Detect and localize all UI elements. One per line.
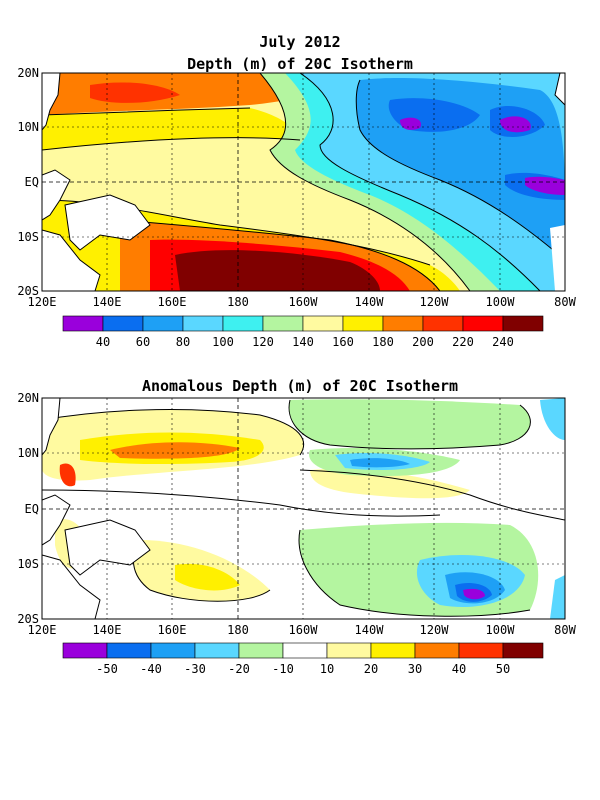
colorbar-label: 220 bbox=[452, 335, 474, 349]
lon-tick: 160E bbox=[158, 623, 187, 637]
lon-tick: 160W bbox=[289, 295, 319, 309]
colorbar-label: 20 bbox=[364, 662, 378, 676]
colorbar-swatch bbox=[382, 315, 424, 332]
colorbar-label: 50 bbox=[496, 662, 510, 676]
colorbar-swatch bbox=[62, 642, 108, 659]
lon-tick: 120E bbox=[28, 623, 57, 637]
colorbar-label: -50 bbox=[96, 662, 118, 676]
lon-tick: 140E bbox=[93, 623, 122, 637]
colorbar-label: 180 bbox=[372, 335, 394, 349]
lat-tick: 20N bbox=[17, 66, 39, 80]
lon-tick: 160E bbox=[158, 295, 187, 309]
colorbar-swatch bbox=[458, 642, 504, 659]
anomaly-map bbox=[41, 397, 566, 620]
panel1-lon-axis: 120E 140E 160E 180 160W 140W 120W 100W 8… bbox=[28, 295, 577, 309]
colorbar-swatch bbox=[502, 315, 544, 332]
colorbar-swatch bbox=[342, 315, 384, 332]
lon-tick: 140E bbox=[93, 295, 122, 309]
colorbar-swatch bbox=[182, 315, 224, 332]
lon-tick: 140W bbox=[355, 623, 385, 637]
colorbar-swatch bbox=[414, 642, 460, 659]
colorbar-swatch bbox=[326, 642, 372, 659]
colorbar-swatch bbox=[150, 642, 196, 659]
colorbar-swatch bbox=[222, 315, 264, 332]
panel2-title: Anomalous Depth (m) of 20C Isotherm bbox=[141, 377, 459, 395]
colorbar-swatch bbox=[142, 315, 184, 332]
colorbar-label: 240 bbox=[492, 335, 514, 349]
colorbar-swatch bbox=[302, 315, 344, 332]
lat-tick: EQ bbox=[25, 502, 39, 516]
colorbar-label: 160 bbox=[332, 335, 354, 349]
colorbar-label: 30 bbox=[408, 662, 422, 676]
depth-colorbar: 40 60 80 100 120 140 160 180 200 220 240 bbox=[62, 315, 544, 349]
colorbar-label: 60 bbox=[136, 335, 150, 349]
figure-title: July 2012 bbox=[259, 33, 341, 51]
colorbar-label: 10 bbox=[320, 662, 334, 676]
colorbar-swatch bbox=[370, 642, 416, 659]
lon-tick: 80W bbox=[554, 295, 576, 309]
lon-tick: 120W bbox=[420, 623, 450, 637]
lon-tick: 100W bbox=[486, 623, 516, 637]
colorbar-swatch bbox=[62, 315, 104, 332]
panel2-lon-axis: 120E 140E 160E 180 160W 140W 120W 100W 8… bbox=[28, 623, 577, 637]
lon-tick: 100W bbox=[486, 295, 516, 309]
lon-tick: 140W bbox=[355, 295, 385, 309]
colorbar-swatch bbox=[502, 642, 544, 659]
colorbar-label: 80 bbox=[176, 335, 190, 349]
colorbar-label: -30 bbox=[184, 662, 206, 676]
lon-tick: 120E bbox=[28, 295, 57, 309]
lon-tick: 80W bbox=[554, 623, 576, 637]
colorbar-label: 200 bbox=[412, 335, 434, 349]
colorbar-label: -10 bbox=[272, 662, 294, 676]
colorbar-swatch bbox=[462, 315, 504, 332]
panel1-lat-axis: 20N 10N EQ 10S 20S bbox=[17, 66, 39, 298]
colorbar-label: -40 bbox=[140, 662, 162, 676]
lat-tick: 10S bbox=[17, 230, 39, 244]
lon-tick: 180 bbox=[227, 623, 249, 637]
lat-tick: 20N bbox=[17, 391, 39, 405]
panel1-title: Depth (m) of 20C Isotherm bbox=[187, 55, 413, 73]
colorbar-label: 140 bbox=[292, 335, 314, 349]
lon-tick: 160W bbox=[289, 623, 319, 637]
colorbar-swatch bbox=[262, 315, 304, 332]
lon-tick: 180 bbox=[227, 295, 249, 309]
lat-tick: 10S bbox=[17, 557, 39, 571]
lat-tick: EQ bbox=[25, 175, 39, 189]
depth-map bbox=[41, 72, 566, 292]
colorbar-swatch bbox=[238, 642, 284, 659]
lat-tick: 10N bbox=[17, 446, 39, 460]
panel2-lat-axis: 20N 10N EQ 10S 20S bbox=[17, 391, 39, 626]
lat-tick: 20S bbox=[17, 612, 39, 626]
lat-tick: 10N bbox=[17, 120, 39, 134]
colorbar-label: 100 bbox=[212, 335, 234, 349]
lon-tick: 120W bbox=[420, 295, 450, 309]
colorbar-swatch bbox=[102, 315, 144, 332]
colorbar-swatch bbox=[422, 315, 464, 332]
colorbar-label: 40 bbox=[452, 662, 466, 676]
colorbar-swatch bbox=[194, 642, 240, 659]
anomaly-colorbar: -50 -40 -30 -20 -10 10 20 30 40 50 bbox=[62, 642, 544, 676]
lat-tick: 20S bbox=[17, 284, 39, 298]
colorbar-label: 40 bbox=[96, 335, 110, 349]
colorbar-swatch bbox=[106, 642, 152, 659]
colorbar-label: 120 bbox=[252, 335, 274, 349]
colorbar-label: -20 bbox=[228, 662, 250, 676]
colorbar-swatch bbox=[282, 642, 328, 659]
